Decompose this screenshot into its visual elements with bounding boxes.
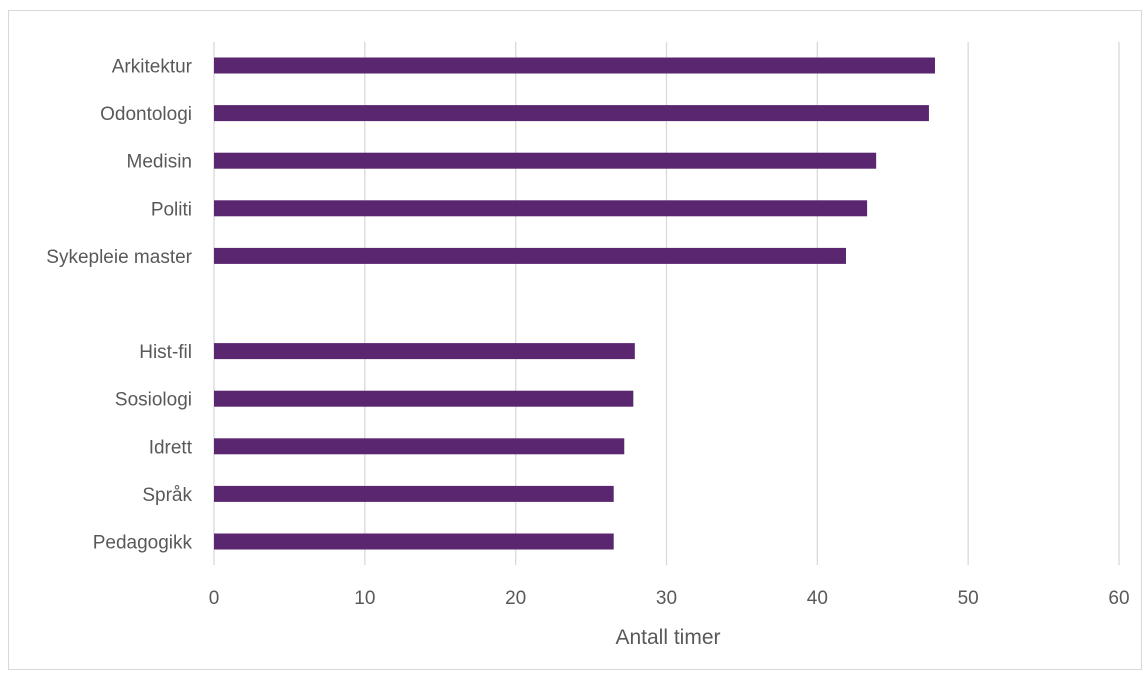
category-label: Odontologi	[100, 104, 192, 125]
bar-hist-fil	[214, 343, 635, 360]
category-label: Arkitektur	[112, 57, 193, 78]
bar-sosiologi	[214, 390, 634, 407]
category-label: Hist-fil	[139, 342, 192, 363]
category-label: Politi	[151, 199, 192, 220]
x-tick-label: 20	[505, 588, 526, 609]
bars	[214, 57, 935, 550]
bar-odontologi	[214, 105, 929, 122]
category-label: Pedagogikk	[93, 533, 193, 554]
bar-pedagogikk	[214, 533, 614, 550]
category-label: Medisin	[127, 152, 192, 173]
x-axis-title: Antall timer	[615, 626, 720, 649]
category-label: Idrett	[149, 437, 193, 458]
bar-språk	[214, 485, 614, 502]
x-tick-label: 30	[656, 588, 677, 609]
x-tick-label: 40	[807, 588, 828, 609]
bar-medisin	[214, 152, 877, 169]
bar-arkitektur	[214, 57, 935, 74]
bar-politi	[214, 200, 868, 217]
x-tick-label: 0	[209, 588, 220, 609]
bar-idrett	[214, 438, 625, 455]
x-tick-label: 10	[354, 588, 375, 609]
category-label: Sosiologi	[115, 390, 192, 411]
category-labels: Arkitektur Odontologi Medisin Politi Sykeple…	[46, 57, 192, 554]
bar-sykepleie-master	[214, 247, 846, 264]
x-tick-labels: 0 10 20 30 40 50 60	[209, 588, 1130, 609]
gridlines	[213, 42, 1120, 565]
x-tick-label: 50	[958, 588, 979, 609]
category-label: Sykepleie master	[46, 247, 192, 268]
category-label: Språk	[142, 485, 192, 506]
x-tick-label: 60	[1108, 588, 1129, 609]
